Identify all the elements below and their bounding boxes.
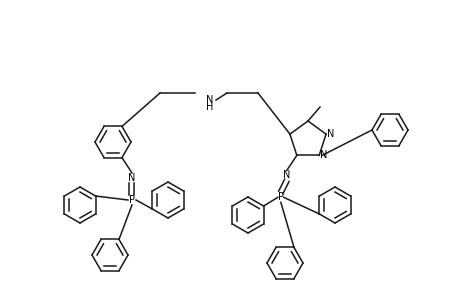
Text: P: P (129, 195, 134, 205)
Text: N: N (128, 173, 135, 183)
Text: N: N (283, 170, 290, 180)
Text: N: N (206, 95, 213, 105)
Text: H: H (206, 102, 213, 112)
Text: N: N (320, 150, 327, 161)
Text: P: P (277, 192, 283, 203)
Text: N: N (327, 129, 334, 139)
